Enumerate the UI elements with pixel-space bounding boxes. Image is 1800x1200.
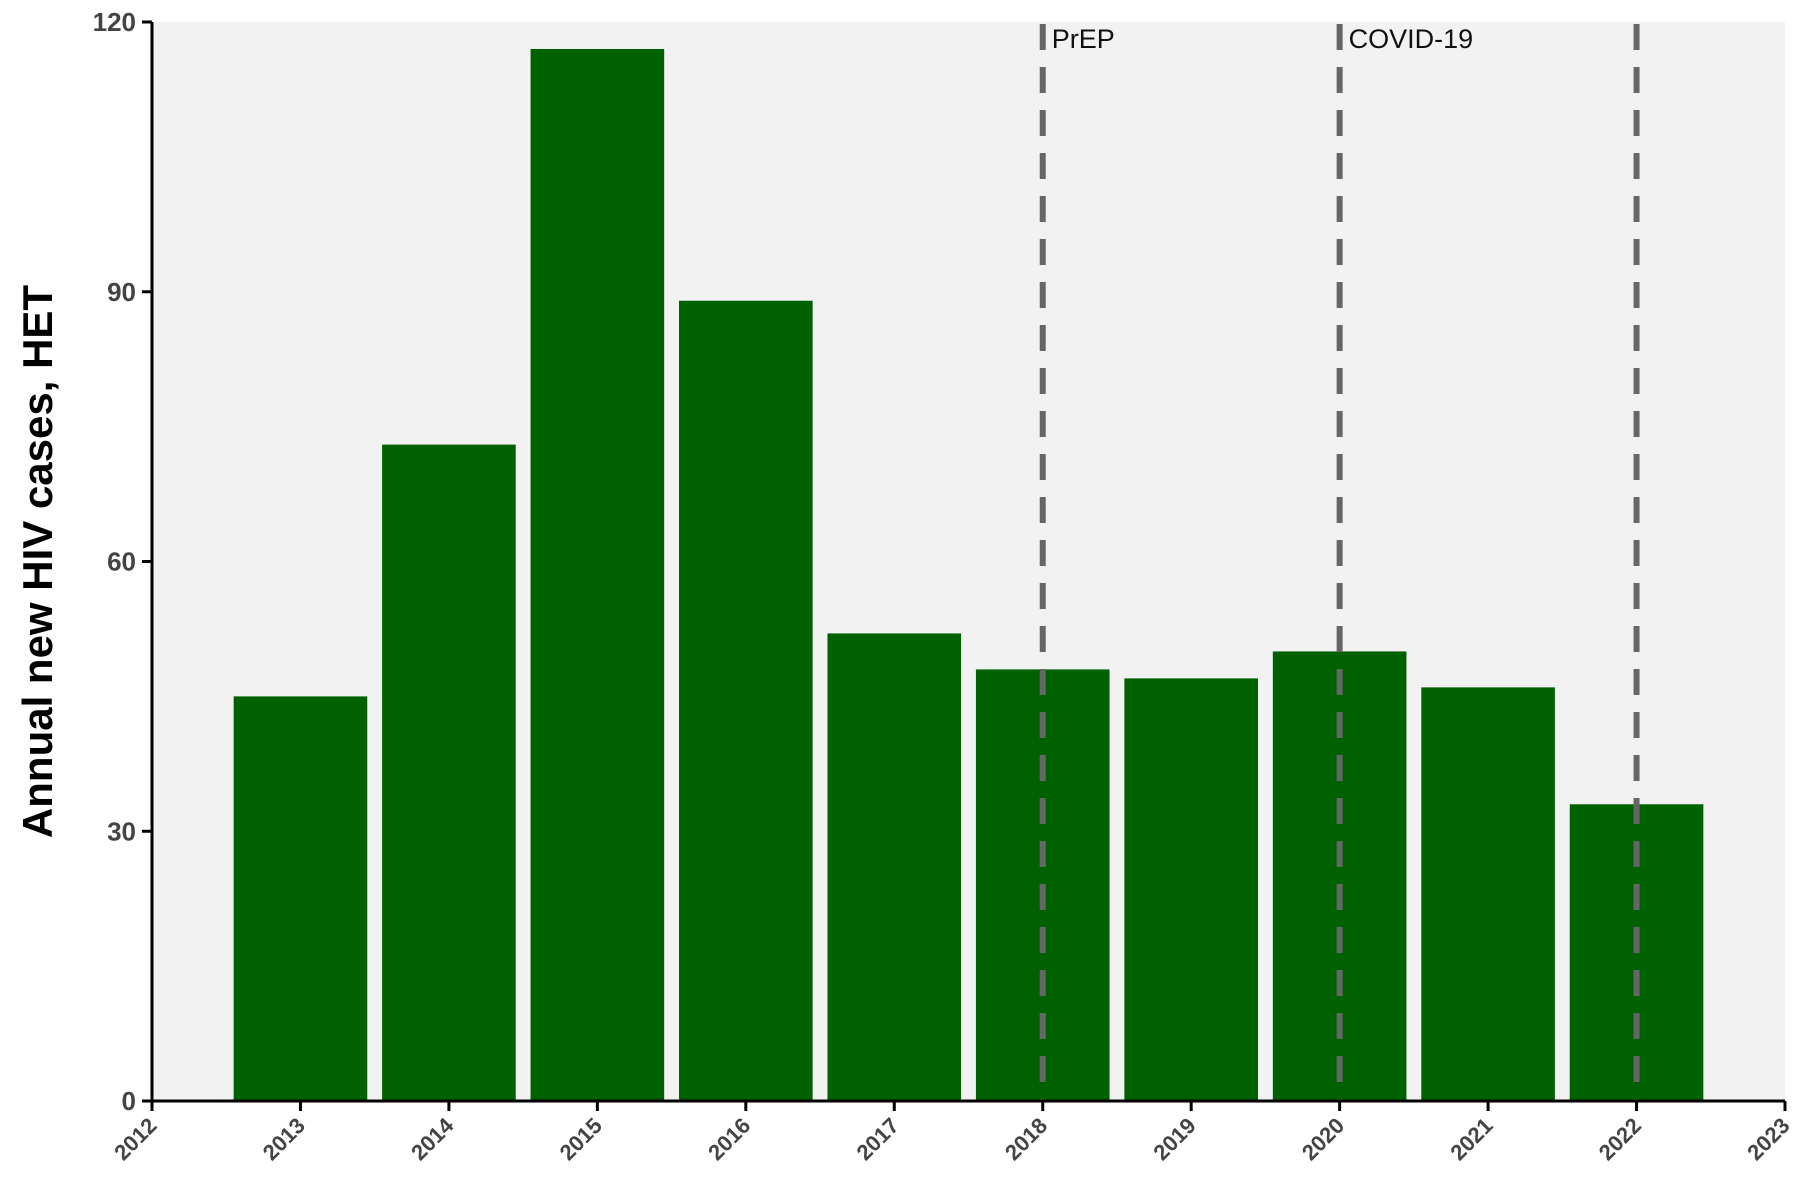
y-tick-label-90: 90 xyxy=(107,277,136,307)
annotation-lines-group xyxy=(1039,24,1640,1101)
y-tick-label-60: 60 xyxy=(107,547,136,577)
x-tick-label-2015: 2015 xyxy=(555,1113,607,1165)
x-tick-label-2017: 2017 xyxy=(852,1113,904,1165)
x-tick-label-2023: 2023 xyxy=(1742,1113,1794,1165)
y-tick-label-30: 30 xyxy=(107,816,136,846)
annotation-label-2020: COVID-19 xyxy=(1349,24,1474,54)
x-tick-label-2014: 2014 xyxy=(406,1112,459,1165)
bar-2019 xyxy=(1124,678,1258,1101)
x-ticks-group: 2012 2013 2014 2015 2016 2017 2018 2019 2020 2021… xyxy=(109,1101,1795,1165)
x-tick-label-2012: 2012 xyxy=(109,1113,161,1165)
x-tick-label-2016: 2016 xyxy=(703,1113,755,1165)
x-tick-label-2013: 2013 xyxy=(258,1113,310,1165)
x-tick-label-2020: 2020 xyxy=(1297,1113,1349,1165)
y-tick-label-0: 0 xyxy=(122,1086,136,1116)
annotation-labels-group: PrEP COVID-19 xyxy=(1052,24,1473,54)
bar-2014 xyxy=(382,444,516,1101)
bars-group xyxy=(233,48,1704,1102)
bar-2013 xyxy=(233,696,368,1102)
y-tick-label-120: 120 xyxy=(93,7,136,37)
y-ticks-group: 0 30 60 90 120 xyxy=(93,7,152,1116)
x-tick-label-2021: 2021 xyxy=(1445,1113,1497,1165)
x-tick-label-2022: 2022 xyxy=(1594,1113,1646,1165)
x-tick-label-2018: 2018 xyxy=(1000,1113,1052,1165)
bar-2017 xyxy=(827,633,962,1101)
annotation-label-2018: PrEP xyxy=(1052,24,1115,54)
y-axis-label: Annual new HIV cases, HET xyxy=(14,285,61,839)
x-tick-label-2019: 2019 xyxy=(1148,1113,1200,1165)
bar-2016 xyxy=(679,300,813,1101)
bar-2015 xyxy=(530,48,665,1102)
bar-2021 xyxy=(1421,687,1555,1101)
